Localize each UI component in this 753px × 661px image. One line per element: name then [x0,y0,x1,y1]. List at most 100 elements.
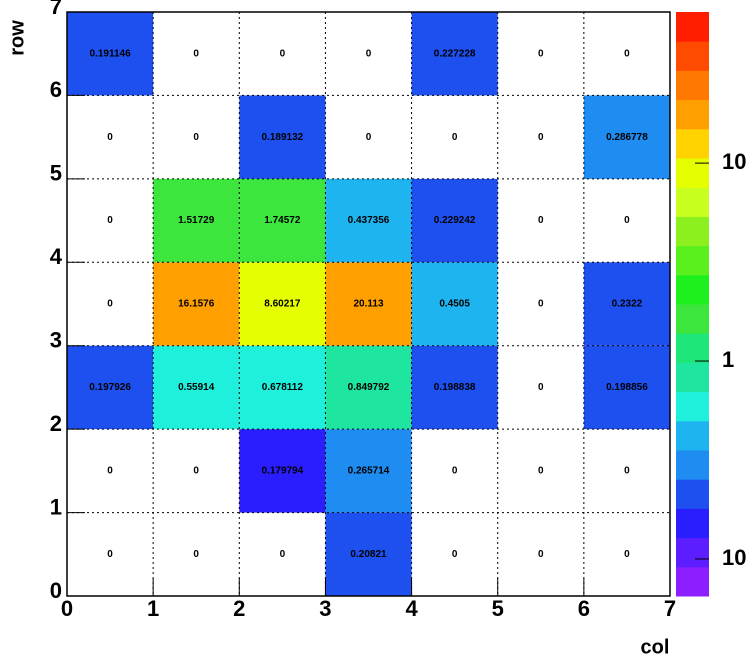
cell-label: 0 [193,465,199,476]
x-tick-label: 7 [664,596,676,621]
cell-label: 1.74572 [264,215,301,226]
y-axis-label: row [6,20,28,56]
x-tick-label: 4 [405,596,418,621]
palette-band [676,216,709,247]
palette-band [676,450,709,480]
palette-band [676,158,709,188]
cell-label: 0.265714 [348,465,390,476]
x-tick-label: 1 [147,596,159,621]
cell [411,12,498,96]
cell-label: 0.191146 [89,48,131,59]
cell [325,345,412,430]
cell-label: 0.678112 [262,382,304,393]
cell-label: 0 [193,549,199,560]
cell-label: 8.60217 [264,299,301,310]
y-tick-label: 7 [50,0,62,19]
cell-label: 0 [538,132,544,143]
palette-band [676,420,709,451]
cell [67,345,154,430]
y-tick-label: 0 [50,578,62,603]
cell [583,345,670,430]
cell-label: 0.437356 [348,215,390,226]
cell [411,262,498,346]
x-tick-label: 2 [233,596,245,621]
y-tick-label: 3 [50,328,62,353]
cell-label: 0 [107,465,113,476]
cell-label: 0 [107,299,113,310]
palette-band [676,566,709,597]
cell [325,429,412,513]
cell-label: 0 [280,48,286,59]
cell-label: 0.227228 [434,48,476,59]
y-tick-label: 2 [50,411,62,436]
palette-band [676,12,709,42]
cell-label: 0 [452,549,458,560]
palette-band [676,304,709,334]
cell-label: 0 [366,48,372,59]
cell-label: 1.51729 [178,215,215,226]
cell [239,429,326,513]
cell-label: 0 [538,549,544,560]
cell-label: 0 [452,132,458,143]
cell [239,262,326,346]
cell-label: 20.113 [353,299,383,310]
palette-band [676,187,709,217]
palette-band [676,99,709,130]
palette-band [676,537,709,568]
cell-label: 0 [538,382,544,393]
cell-label: 0.229242 [434,215,476,226]
cell [153,262,240,346]
cell-label: 0 [107,215,113,226]
cell [67,12,154,96]
cell-label: 0 [280,549,286,560]
palette-band [676,70,709,101]
cell [325,512,412,596]
cell-label: 0.286778 [606,132,648,143]
palette-band [676,391,709,422]
palette-band [676,333,709,363]
cell [583,262,670,346]
cell-label: 0.179794 [261,465,303,476]
cell-label: 0 [538,465,544,476]
z-tick-label: 10 [722,545,746,570]
cell-label: 0.55914 [178,382,215,393]
cell-label: 0 [452,465,458,476]
cell [583,95,670,179]
cell [325,178,412,263]
cell-label: 0 [624,465,630,476]
cell [411,178,498,263]
plot-frame [66,11,671,597]
y-tick-label: 1 [50,494,62,519]
cell-label: 0 [107,549,113,560]
cell-label: 16.1576 [178,299,215,310]
cell [239,345,326,430]
palette-band [676,362,709,393]
cell-label: 0.849792 [348,382,390,393]
z-tick-label: 10 [722,149,746,174]
cell-label: 0 [193,48,199,59]
cell-label: 0.189132 [261,132,303,143]
y-tick-label: 4 [50,244,63,269]
x-tick-label: 0 [61,596,73,621]
y-tick-label: 5 [50,161,62,186]
cell-label: 0 [624,48,630,59]
x-axis-label: col [641,636,670,658]
cell-label: 0.198856 [606,382,648,393]
palette-band [676,128,709,159]
z-tick-label: 1 [722,347,734,372]
palette-band [676,274,709,305]
cell-label: 0 [538,48,544,59]
palette-band [676,508,709,539]
cell-label: 0.2322 [612,299,643,310]
cell [239,95,326,179]
x-tick-label: 5 [492,596,504,621]
palette-band [676,41,709,71]
cell-label: 0 [538,299,544,310]
x-tick-label: 3 [319,596,331,621]
cell [239,178,326,263]
x-tick-label: 6 [578,596,590,621]
cell [325,262,412,346]
cell-label: 0.4505 [439,299,470,310]
cell-label: 0.20821 [350,549,387,560]
